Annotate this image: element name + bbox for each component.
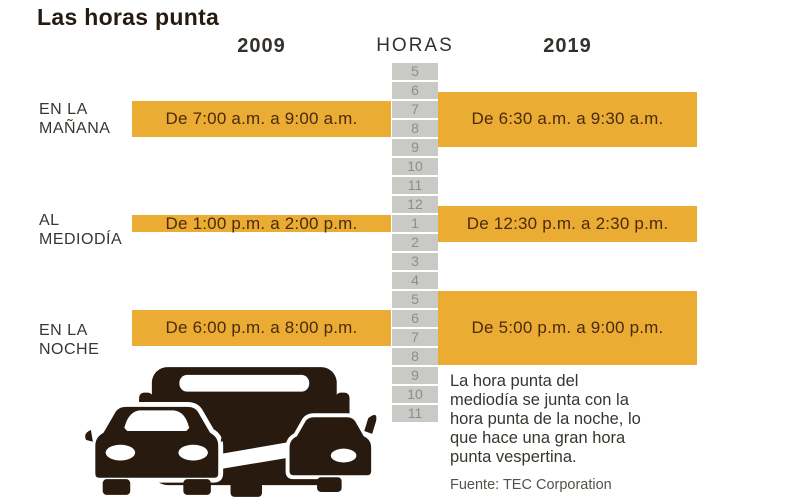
rush-bar-2019-evening: De 5:00 p.m. a 9:00 p.m. — [438, 291, 697, 365]
annotation-line: punta vespertina. — [450, 448, 577, 466]
hours-axis: 5 6 7 8 9 10 11 12 1 2 3 4 5 6 7 8 9 10 11 — [392, 63, 438, 424]
rush-bar-2019-morning: De 6:30 a.m. a 9:30 a.m. — [438, 91, 697, 147]
row-label-midday: AL MEDIODÍA — [39, 211, 123, 248]
source-credit: Fuente: TEC Corporation — [450, 477, 612, 493]
hour-cell: 9 — [392, 367, 438, 384]
annotation-line: mediodía se junta con la — [450, 391, 629, 409]
car-right-icon — [285, 413, 377, 492]
hour-cell: 6 — [392, 82, 438, 99]
hour-cell: 8 — [392, 120, 438, 137]
hour-cell: 7 — [392, 329, 438, 346]
hour-cell: 8 — [392, 348, 438, 365]
hour-cell: 4 — [392, 272, 438, 289]
hour-cell: 1 — [392, 215, 438, 232]
rush-bar-2009-evening: De 6:00 p.m. a 8:00 p.m. — [132, 310, 391, 346]
hour-cell: 10 — [392, 158, 438, 175]
hour-cell: 11 — [392, 405, 438, 422]
hour-cell: 11 — [392, 177, 438, 194]
annotation-line: que hace una gran hora — [450, 429, 626, 447]
hour-cell: 5 — [392, 291, 438, 308]
hour-cell: 9 — [392, 139, 438, 156]
hour-cell: 12 — [392, 196, 438, 213]
rush-bar-2009-midday: De 1:00 p.m. a 2:00 p.m. — [132, 214, 391, 233]
hour-cell: 2 — [392, 234, 438, 251]
column-header-2019: 2019 — [543, 35, 592, 57]
rush-bar-2009-morning: De 7:00 a.m. a 9:00 a.m. — [132, 101, 391, 137]
hour-cell: 10 — [392, 386, 438, 403]
hours-axis-label: HORAS — [376, 35, 454, 56]
hour-cell: 7 — [392, 101, 438, 118]
hour-cell: 3 — [392, 253, 438, 270]
rush-bar-2019-midday: De 12:30 p.m. a 2:30 p.m. — [438, 205, 697, 242]
row-label-evening: EN LA NOCHE — [39, 322, 100, 358]
car-left-icon — [85, 401, 229, 495]
hour-cell: 5 — [392, 63, 438, 80]
column-header-2009: 2009 — [237, 35, 286, 57]
page-title: Las horas punta — [37, 4, 220, 30]
annotation-line: hora punta de la noche, lo — [450, 410, 641, 428]
traffic-illustration — [85, 367, 377, 497]
hour-cell: 6 — [392, 310, 438, 327]
annotation-line: La hora punta del — [450, 372, 579, 390]
annotation-text: La hora punta del mediodía se junta con l… — [450, 372, 710, 467]
row-label-morning: EN LA MAÑANA — [39, 101, 111, 137]
